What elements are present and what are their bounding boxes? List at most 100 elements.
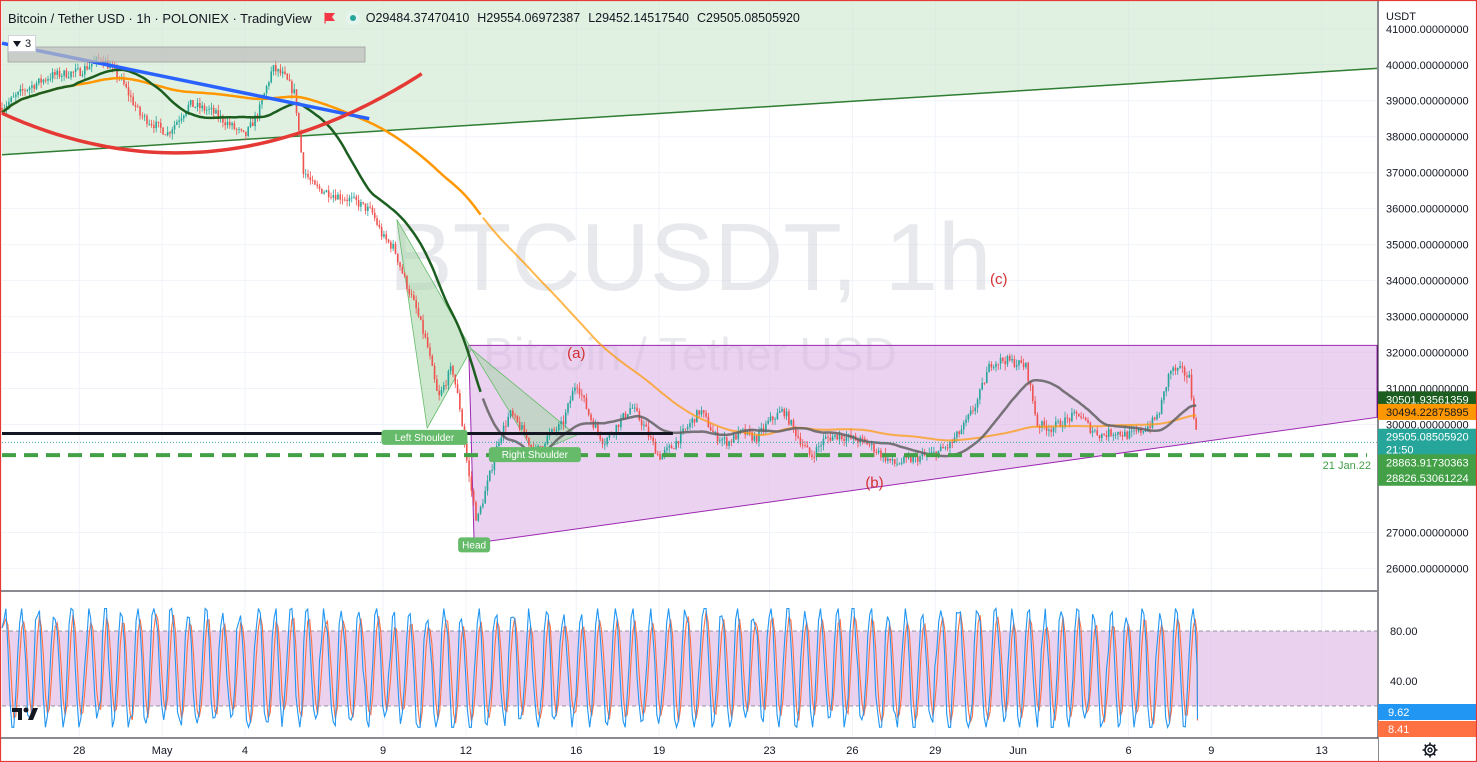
candle-body	[224, 122, 226, 126]
candle-body	[910, 457, 912, 462]
candle-body	[355, 196, 358, 201]
stoch-value-label: 8.41	[1378, 721, 1477, 737]
candle-body	[813, 457, 816, 458]
candle-body	[739, 429, 742, 431]
candle-body	[35, 83, 38, 89]
ma-fast-line-faded	[481, 378, 1197, 458]
candle-body	[1004, 361, 1006, 365]
indicator-toggle[interactable]: 3	[8, 35, 37, 52]
candle-body	[604, 444, 606, 446]
candle-body	[737, 430, 740, 440]
candle-body	[808, 447, 811, 455]
candle-body	[806, 445, 809, 448]
candle-body	[475, 502, 477, 521]
tradingview-logo-icon[interactable]	[12, 706, 38, 722]
candle-body	[228, 121, 231, 126]
price-label-bg	[1378, 469, 1477, 486]
candle-body	[454, 374, 457, 385]
candle-body	[1153, 417, 1156, 420]
candle-body	[857, 440, 859, 443]
candle-body	[705, 412, 707, 417]
candle-body	[17, 91, 19, 95]
candle-body	[1082, 417, 1085, 419]
time-tick-label: 16	[570, 745, 582, 757]
candle-body	[666, 447, 668, 451]
right-shoulder-shape	[471, 348, 578, 454]
candle-body	[408, 288, 411, 295]
ma-fast-line	[1, 68, 482, 393]
price-label-bg	[1378, 441, 1477, 458]
candle-body	[774, 419, 776, 421]
time-axis-bg	[0, 738, 1378, 762]
eye-icon[interactable]	[345, 11, 360, 25]
candle-body	[811, 454, 813, 458]
candle-body	[10, 97, 13, 102]
candle-body	[159, 122, 162, 128]
candle-body	[1080, 416, 1082, 418]
stoch-d-line	[1, 611, 1199, 726]
symmetrical-triangle	[468, 344, 1378, 544]
candle-body	[581, 394, 583, 396]
time-axis[interactable]: 28 May 4 9 12 16 19 23 26 29 Jun 6 9 13	[0, 737, 1378, 762]
candle-body	[1036, 414, 1039, 426]
candle-body	[898, 463, 901, 465]
candle-body	[81, 74, 84, 76]
candle-body	[1048, 429, 1050, 431]
candle-body	[995, 363, 997, 368]
candle-body	[19, 88, 22, 92]
candle-body	[571, 391, 574, 401]
symbol-title[interactable]: Bitcoin / Tether USD · 1h · POLONIEX · T…	[8, 10, 312, 26]
ma-slow-line-faded	[482, 216, 1197, 442]
candle-body	[396, 253, 399, 263]
candle-body	[829, 437, 832, 441]
candle-body	[203, 105, 206, 111]
candle-body	[732, 434, 735, 443]
stoch-value-bg	[1378, 704, 1477, 720]
candle-body	[1140, 428, 1142, 433]
candle-body	[912, 456, 914, 462]
candle-body	[1013, 358, 1016, 367]
price-label-text: 29505.08505920	[1386, 432, 1469, 444]
candle-body	[776, 412, 779, 420]
candle-body	[949, 441, 951, 449]
candle-body	[730, 441, 733, 443]
price-label: 21:50	[1378, 441, 1477, 458]
candle-body	[40, 78, 42, 83]
candle-body	[907, 457, 910, 458]
candle-body	[403, 273, 406, 277]
candle-body	[344, 199, 346, 201]
candle-body	[1147, 426, 1149, 431]
pattern-label-text: Head	[462, 540, 486, 551]
candle-body	[785, 411, 788, 417]
candle-body	[1096, 430, 1099, 436]
ohlc-close: C29505.08505920	[697, 11, 800, 25]
candle-body	[406, 276, 408, 289]
flag-icon[interactable]	[324, 12, 336, 24]
candle-body	[240, 129, 243, 131]
candle-body	[413, 295, 415, 300]
candle-body	[555, 430, 558, 431]
gear-icon[interactable]	[1422, 742, 1438, 758]
candle-body	[415, 299, 417, 309]
candle-body	[74, 68, 77, 72]
candle-body	[1073, 411, 1076, 413]
candle-body	[1015, 365, 1018, 367]
candle-body	[1064, 417, 1066, 427]
candle-body	[199, 102, 201, 109]
candle-body	[919, 456, 921, 462]
candle-body	[438, 390, 440, 396]
candle-body	[1078, 413, 1080, 417]
candle-body	[1172, 367, 1174, 372]
candle-body	[447, 371, 450, 386]
time-tick-label: 28	[73, 745, 85, 757]
candle-body	[558, 424, 560, 431]
candle-body	[560, 421, 562, 425]
candle-body	[318, 186, 321, 189]
candle-body	[514, 415, 516, 417]
candle-body	[742, 428, 744, 430]
candle-body	[753, 435, 756, 441]
candle-body	[479, 506, 482, 514]
pattern-label-bg	[488, 447, 581, 463]
